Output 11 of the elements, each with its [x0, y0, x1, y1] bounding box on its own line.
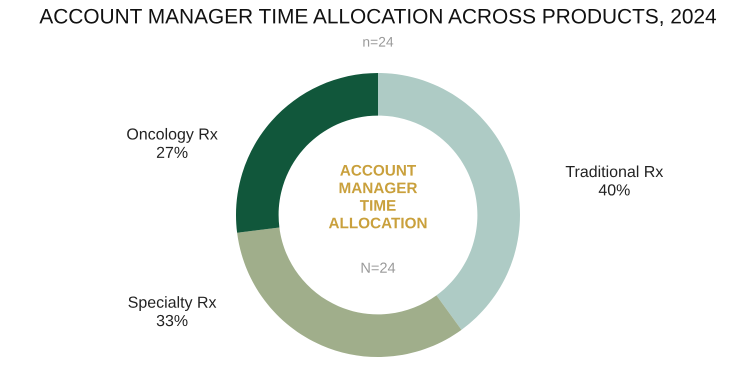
- slice-label: Oncology Rx: [127, 128, 218, 143]
- chart-subtitle: n=24: [363, 36, 394, 47]
- slice-label: Traditional Rx: [566, 165, 664, 178]
- text: ACCOUNT MANAGER TIME ALLOCATION: [328, 164, 426, 228]
- chart-title: ACCOUNT MANAGER TIME ALLOCATION ACROSS PRODUCTS, 2024: [39, 8, 716, 26]
- data-label: 27%: [156, 146, 188, 158]
- data-label: 40%: [598, 184, 630, 196]
- data-label: 33%: [156, 314, 188, 326]
- text: N=24: [362, 262, 396, 273]
- donut-slice: [237, 227, 462, 357]
- slice-label: Specialty Rx: [128, 296, 216, 312]
